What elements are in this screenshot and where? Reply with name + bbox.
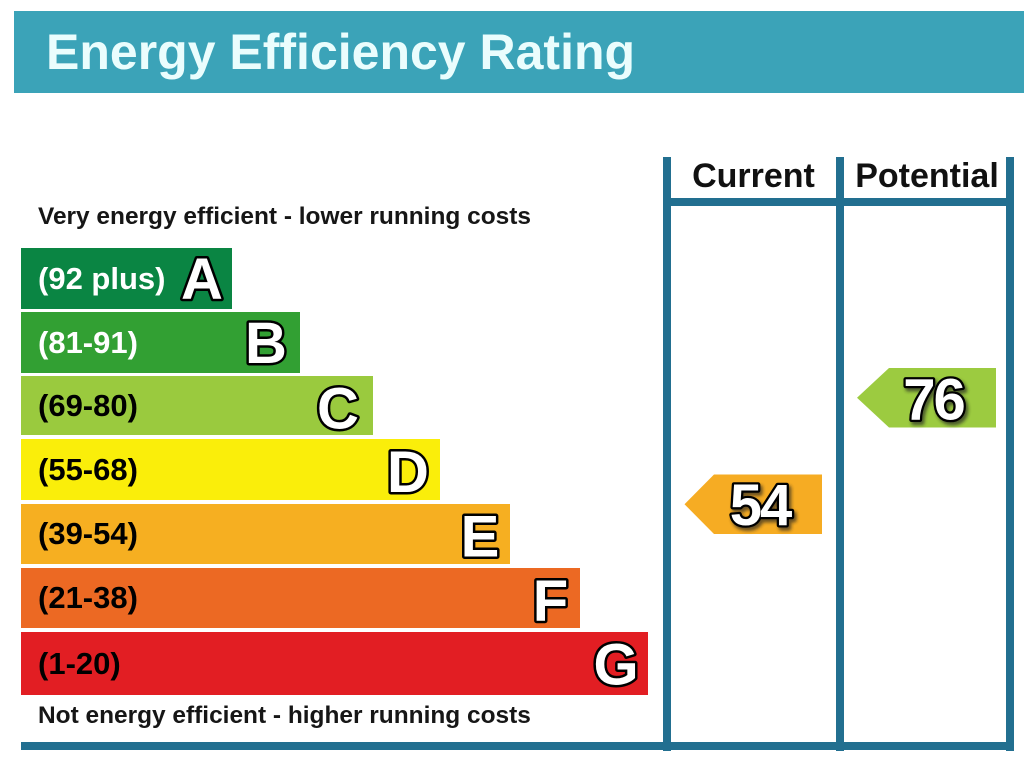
- svg-text:C: C: [317, 377, 359, 442]
- svg-text:76: 76: [905, 370, 966, 435]
- svg-text:G: G: [593, 633, 638, 698]
- svg-text:76: 76: [903, 368, 964, 433]
- svg-text:B: B: [245, 311, 287, 376]
- svg-text:A: A: [181, 247, 223, 312]
- svg-text:54: 54: [732, 476, 794, 541]
- svg-text:D: D: [387, 440, 429, 505]
- svg-text:E: E: [461, 505, 500, 570]
- svg-text:F: F: [533, 569, 568, 634]
- svg-text:54: 54: [730, 473, 792, 538]
